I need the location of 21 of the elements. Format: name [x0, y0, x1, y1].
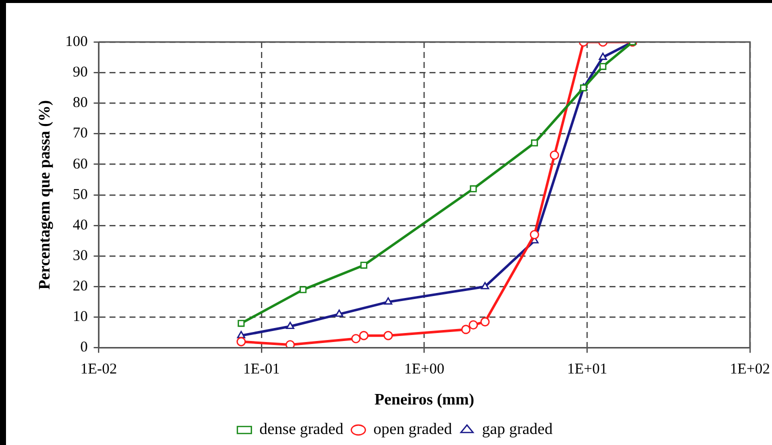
y-tick-label: 50 [72, 186, 88, 203]
y-tick-label: 90 [72, 64, 88, 81]
y-axis-title: Percentagem que passa (%) [36, 100, 54, 290]
x-tick-label: 1E+00 [404, 362, 444, 378]
legend-label: gap graded [482, 421, 553, 438]
y-tick-label: 100 [65, 34, 88, 50]
x-tick-label: 1E-01 [243, 362, 280, 378]
y-tick-label: 80 [72, 95, 88, 112]
y-tick-label: 60 [72, 156, 88, 172]
legend-label: dense graded [259, 421, 344, 438]
y-tick-label: 0 [80, 340, 88, 356]
y-tick-label: 30 [72, 248, 88, 264]
x-tick-label: 1E-02 [80, 362, 118, 378]
legend-label: open graded [373, 421, 452, 438]
y-tick-label: 20 [72, 278, 88, 295]
x-tick-label: 1E+02 [730, 362, 770, 378]
x-tick-label: 1E+01 [567, 362, 608, 378]
y-tick-label: 70 [72, 126, 88, 142]
y-tick-label: 10 [72, 309, 88, 326]
y-tick-label: 40 [72, 217, 88, 234]
x-axis-title: Peneiros (mm) [374, 392, 474, 409]
